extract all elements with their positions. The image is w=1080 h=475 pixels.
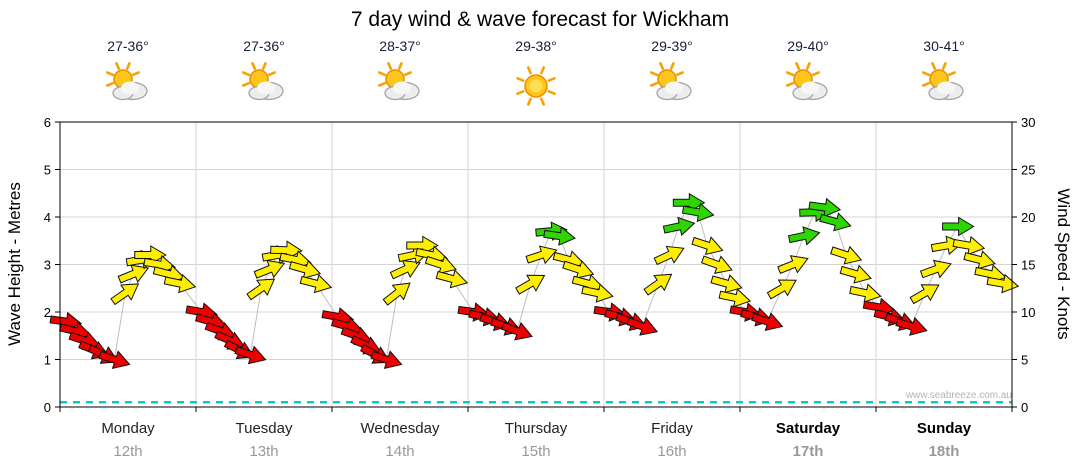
left-axis-tick-label: 6	[44, 115, 51, 130]
wind-arrow	[299, 274, 333, 294]
wind-arrow	[830, 245, 863, 265]
day-label: Friday	[651, 420, 693, 437]
day-temperature: 29-39°	[651, 38, 693, 54]
wind-arrow	[643, 273, 673, 296]
day-date-label: 15th	[521, 443, 551, 460]
partly-cloudy-icon	[332, 60, 468, 114]
right-axis-tick-label: 0	[1021, 400, 1028, 415]
wind-arrow	[543, 226, 576, 246]
left-axis-tick-label: 2	[44, 305, 51, 320]
wind-arrow	[370, 350, 403, 370]
day-date-label: 17th	[792, 443, 824, 460]
wind-arrow	[288, 259, 322, 279]
wind-arrow	[710, 274, 743, 294]
left-axis-tick-label: 0	[44, 400, 51, 415]
wind-arrow	[700, 255, 733, 274]
day-date-label: 16th	[657, 443, 687, 460]
day-temperature: 28-37°	[379, 38, 421, 54]
wind-arrow	[986, 273, 1020, 294]
wind-arrow	[581, 283, 614, 303]
wind-arrow	[766, 279, 797, 300]
day-temperature: 30-41°	[923, 38, 965, 54]
right-axis-tick-label: 10	[1021, 305, 1035, 320]
wind-arrow	[819, 212, 852, 232]
day-label: Thursday	[504, 420, 568, 437]
wind-arrow	[626, 317, 659, 336]
wind-arrow	[952, 235, 986, 256]
wind-arrow	[382, 282, 411, 306]
partly-cloudy-icon	[60, 60, 196, 114]
partly-cloudy-icon	[604, 60, 740, 114]
right-axis-tick-label: 25	[1021, 163, 1035, 178]
wind-arrow	[672, 192, 706, 213]
wind-arrow	[787, 226, 821, 246]
watermark: www.seabreeze.com.au	[905, 390, 1012, 401]
wind-arrow	[653, 245, 685, 266]
wind-arrow	[777, 255, 809, 275]
day-label: Wednesday	[360, 420, 440, 437]
partly-cloudy-icon	[196, 60, 332, 114]
left-axis-tick-label: 5	[44, 163, 51, 178]
wind-arrow	[839, 264, 872, 284]
wind-arrow	[691, 236, 724, 256]
wind-arrow	[808, 197, 842, 218]
wind-arrow	[751, 312, 784, 332]
wind-arrow	[895, 316, 928, 336]
partly-cloudy-icon	[740, 60, 876, 114]
right-axis-tick-label: 5	[1021, 353, 1028, 368]
right-axis-tick-label: 15	[1021, 258, 1035, 273]
wind-arrow	[246, 278, 276, 301]
day-date-label: 13th	[249, 443, 279, 460]
day-label: Monday	[101, 420, 155, 437]
wind-arrow	[234, 345, 267, 365]
day-date-label: 12th	[113, 443, 143, 460]
wind-arrow	[718, 288, 752, 308]
wind-arrow	[134, 245, 167, 265]
wind-arrow	[435, 269, 469, 289]
wind-arrow	[942, 216, 975, 237]
wind-arrow	[515, 274, 546, 295]
day-label: Tuesday	[235, 420, 293, 437]
wind-arrow	[389, 260, 421, 280]
day-label: Sunday	[916, 420, 972, 437]
left-axis-tick-label: 3	[44, 258, 51, 273]
wind-arrow	[919, 259, 952, 279]
wind-arrow	[110, 283, 140, 306]
chart-title: 7 day wind & wave forecast for Wickham	[350, 8, 730, 31]
wind-arrow	[117, 264, 150, 284]
wind-arrow	[681, 202, 715, 223]
left-axis-tick-label: 1	[44, 353, 51, 368]
partly-cloudy-icon	[876, 60, 1012, 114]
left-axis-tick-label: 4	[44, 210, 51, 225]
wind-arrow	[270, 240, 303, 261]
wind-arrow	[98, 350, 131, 370]
right-axis-tick-label: 20	[1021, 210, 1035, 225]
day-label: Saturday	[775, 420, 841, 437]
day-temperature: 29-40°	[787, 38, 829, 54]
wind-arrow	[562, 260, 595, 279]
wind-arrow	[525, 245, 558, 265]
wind-arrow	[909, 284, 940, 305]
sunny-icon	[468, 60, 604, 114]
wind-arrow	[849, 283, 882, 303]
wind-arrow	[163, 273, 197, 294]
day-date-label: 14th	[385, 443, 415, 460]
wind-arrow	[424, 255, 457, 275]
right-axis-tick-label: 30	[1021, 115, 1035, 130]
day-date-label: 18th	[928, 443, 960, 460]
wind-arrow	[963, 250, 996, 270]
day-temperature: 27-36°	[107, 38, 149, 54]
wind-arrow	[406, 235, 439, 256]
day-temperature: 29-38°	[515, 38, 557, 54]
day-temperature: 27-36°	[243, 38, 285, 54]
wind-arrow	[662, 216, 696, 237]
wind-arrow	[501, 321, 533, 341]
wind-arrow	[253, 259, 286, 279]
